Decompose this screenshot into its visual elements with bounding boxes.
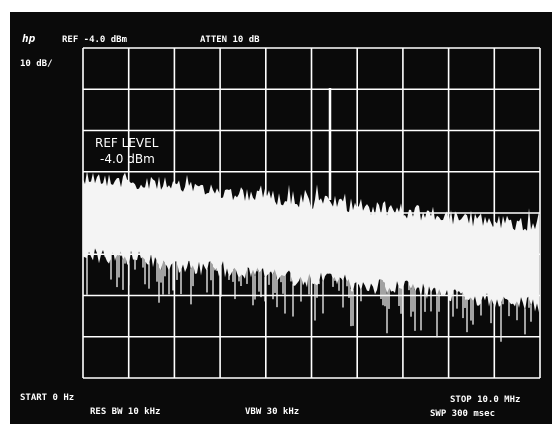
page: hp REF -4.0 dBm ATTEN 10 dB 10 dB/ REF L… xyxy=(0,0,552,424)
logo: hp xyxy=(22,32,36,45)
analyzer-screen: hp REF -4.0 dBm ATTEN 10 dB 10 dB/ REF L… xyxy=(0,0,552,424)
stop-frequency: STOP 10.0 MHz xyxy=(450,395,520,405)
scale: 10 dB/ xyxy=(20,59,53,69)
attenuation: ATTEN 10 dB xyxy=(200,35,260,45)
sweep-time: SWP 300 msec xyxy=(430,409,495,419)
start-frequency: START 0 Hz xyxy=(20,393,74,403)
resolution-bandwidth: RES BW 10 kHz xyxy=(90,407,160,417)
annotation-title: REF LEVEL xyxy=(95,136,159,150)
annotation-value: -4.0 dBm xyxy=(100,152,155,166)
video-bandwidth: VBW 30 kHz xyxy=(245,407,299,417)
reference-level: REF -4.0 dBm xyxy=(62,35,128,45)
